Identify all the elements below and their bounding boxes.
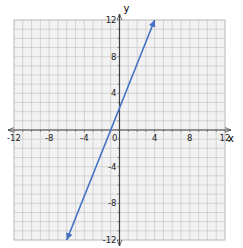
y-tick — [118, 240, 120, 241]
y-tick — [118, 47, 120, 48]
y-tick-label: 12 — [106, 15, 117, 25]
y-tick — [118, 20, 120, 21]
x-tick-label: 4 — [152, 133, 157, 143]
y-tick — [118, 221, 120, 222]
x-tick-label: -4 — [80, 133, 88, 143]
x-tick — [198, 130, 199, 132]
y-tick — [118, 139, 120, 140]
y-tick — [118, 56, 120, 57]
y-tick — [118, 175, 120, 176]
y-tick-label: 4 — [111, 88, 116, 98]
x-tick — [181, 130, 182, 132]
x-tick — [216, 130, 217, 132]
x-tick — [119, 130, 120, 132]
y-tick-label: 8 — [111, 52, 116, 62]
x-tick — [31, 130, 32, 132]
x-tick — [189, 130, 190, 132]
x-tick — [137, 130, 138, 132]
y-tick — [118, 130, 120, 131]
x-tick — [14, 130, 15, 132]
x-tick — [22, 130, 23, 132]
x-tick — [66, 130, 67, 132]
y-tick — [118, 230, 120, 231]
y-axis-label: y — [124, 3, 130, 14]
y-tick — [118, 29, 120, 30]
x-tick — [225, 130, 226, 132]
x-tick-label: 0 — [112, 133, 117, 143]
y-tick — [118, 38, 120, 39]
chart: -12-8-404812-12-8-44812xy — [0, 0, 243, 248]
x-tick — [154, 130, 155, 132]
x-tick — [163, 130, 164, 132]
x-tick — [93, 130, 94, 132]
y-tick-label: -12 — [103, 235, 117, 245]
x-tick — [207, 130, 208, 132]
x-tick — [84, 130, 85, 132]
x-tick — [172, 130, 173, 132]
y-tick — [118, 93, 120, 94]
x-tick-label: 8 — [187, 133, 192, 143]
x-tick — [49, 130, 50, 132]
x-tick — [101, 130, 102, 132]
x-axis-label: x — [228, 133, 234, 144]
y-tick — [118, 65, 120, 66]
plot-area — [67, 20, 155, 240]
x-tick-label: -8 — [45, 133, 53, 143]
x-tick — [57, 130, 58, 132]
y-tick — [118, 212, 120, 213]
y-tick — [118, 120, 120, 121]
x-tick — [75, 130, 76, 132]
y-tick — [118, 203, 120, 204]
data-line — [67, 20, 155, 240]
y-tick — [118, 75, 120, 76]
y-tick — [118, 185, 120, 186]
y-tick — [118, 84, 120, 85]
y-tick — [118, 148, 120, 149]
x-tick — [128, 130, 129, 132]
y-tick — [118, 102, 120, 103]
x-tick-label: -12 — [7, 133, 21, 143]
y-tick-label: -4 — [108, 162, 116, 172]
x-tick — [145, 130, 146, 132]
x-tick — [40, 130, 41, 132]
y-tick — [118, 166, 120, 167]
y-tick — [118, 194, 120, 195]
y-tick-label: -8 — [108, 198, 116, 208]
y-tick — [118, 157, 120, 158]
